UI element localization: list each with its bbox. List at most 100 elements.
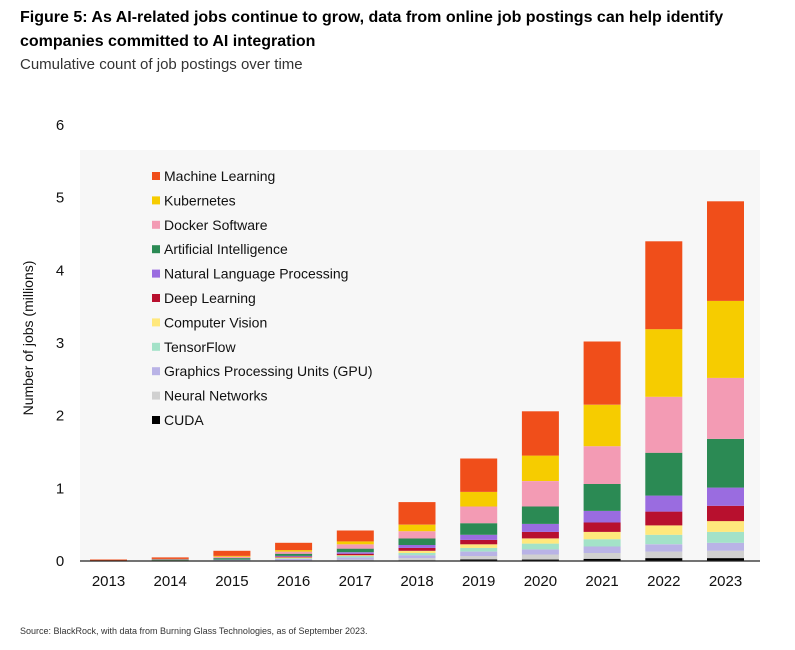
legend-label: Artificial Intelligence	[164, 241, 288, 257]
legend-label: Neural Networks	[164, 388, 267, 404]
bar-segment	[275, 550, 313, 552]
legend-swatch	[152, 245, 160, 254]
bar-segment	[707, 558, 744, 561]
y-tick-label: 3	[56, 335, 64, 352]
bar-segment	[583, 510, 621, 523]
bar-segment	[336, 553, 374, 556]
bar-segment	[275, 558, 313, 559]
y-axis-label: Number of jobs (millions)	[20, 261, 36, 416]
x-axis-ticks: 2013 2014 2015 2016 2017 2018 2019 2020 2021 2022…	[92, 573, 742, 590]
bar-segment	[707, 487, 744, 506]
bar-segment	[275, 557, 313, 559]
bar-segment	[398, 502, 436, 525]
x-tick-label: 2020	[524, 573, 557, 590]
x-tick-label: 2023	[709, 573, 742, 590]
chart-subtitle: Cumulative count of job postings over ti…	[20, 56, 303, 73]
bar-stack-2017	[336, 530, 374, 561]
bar-segment	[521, 538, 559, 544]
legend-label: Docker Software	[164, 217, 268, 233]
bar-stack-2022	[645, 241, 683, 561]
bar-segment	[336, 557, 374, 560]
legend-swatch	[152, 294, 160, 302]
legend-swatch	[152, 318, 160, 327]
bar-segment	[645, 525, 683, 535]
chart-title: Figure 5: As AI-related jobs continue to…	[20, 9, 724, 50]
bar-segment	[583, 539, 621, 547]
bar-segment	[460, 544, 498, 548]
bar-segment	[275, 551, 313, 554]
bar-segment	[521, 549, 559, 555]
bar-segment	[398, 531, 436, 539]
bar-segment	[460, 555, 498, 560]
bar-segment	[460, 506, 498, 524]
bar-segment	[336, 555, 374, 556]
bar-segment	[583, 404, 621, 447]
bar-stack-2018	[398, 502, 436, 562]
bar-segment	[521, 554, 559, 560]
bar-segment	[645, 558, 683, 561]
bar-segment	[583, 531, 621, 540]
bar-segment	[583, 446, 621, 484]
bar-stack-2020	[521, 411, 559, 561]
bar-stack-2023	[707, 201, 744, 561]
y-tick-label: 2	[56, 408, 64, 425]
bar-segment	[90, 559, 127, 561]
bar-segment	[521, 455, 559, 481]
bar-segment	[583, 546, 621, 553]
y-tick-label: 0	[56, 553, 64, 570]
bar-segment	[460, 551, 498, 556]
legend-label: Deep Learning	[164, 290, 256, 306]
y-tick-label: 6	[56, 117, 64, 134]
y-tick-label: 1	[56, 480, 64, 497]
legend-swatch	[152, 342, 160, 351]
bar-segment	[336, 552, 374, 554]
bar-segment	[398, 550, 436, 553]
bar-segment	[460, 458, 498, 492]
bar-segment	[645, 544, 683, 552]
bar-segment	[275, 555, 313, 557]
legend-label: CUDA	[164, 412, 204, 428]
bar-segment	[398, 555, 436, 559]
bar-segment	[336, 530, 374, 542]
bar-segment	[398, 545, 436, 548]
bar-segment	[707, 531, 744, 543]
x-tick-label: 2022	[647, 573, 680, 590]
legend-swatch	[152, 269, 160, 278]
bar-segment	[398, 547, 436, 551]
bar-segment	[151, 559, 189, 561]
bar-segment	[460, 534, 498, 540]
bar-segment	[213, 556, 251, 559]
x-tick-label: 2019	[462, 573, 495, 590]
bar-segment	[521, 411, 559, 456]
bar-segment	[460, 559, 498, 561]
legend-label: Computer Vision	[164, 314, 267, 330]
x-tick-label: 2016	[277, 573, 310, 590]
bar-stack-2021	[583, 341, 621, 561]
bar-segment	[336, 555, 374, 558]
bar-stack-2013	[90, 559, 127, 561]
legend-swatch	[152, 367, 160, 376]
bar-segment	[707, 542, 744, 551]
bar-segment	[275, 553, 313, 556]
y-tick-label: 5	[56, 190, 64, 207]
bar-segment	[336, 559, 374, 561]
bar-segment	[213, 555, 251, 557]
bar-stack-2015	[213, 550, 251, 562]
legend-swatch	[152, 391, 160, 400]
bar-segment	[521, 506, 559, 524]
x-tick-label: 2015	[215, 573, 248, 590]
y-axis-ticks: 0 1 2 3 4 5 6	[56, 117, 64, 570]
legend-label: TensorFlow	[164, 339, 236, 355]
x-tick-label: 2021	[585, 573, 618, 590]
bar-segment	[521, 523, 559, 532]
bar-segment	[460, 492, 498, 507]
bar-segment	[707, 550, 744, 559]
bar-segment	[707, 377, 744, 439]
plot-area	[80, 150, 760, 562]
bar-segment	[707, 201, 744, 301]
bar-segment	[583, 484, 621, 511]
bar-segment	[460, 523, 498, 535]
bar-segment	[645, 241, 683, 330]
x-tick-label: 2014	[154, 573, 187, 590]
